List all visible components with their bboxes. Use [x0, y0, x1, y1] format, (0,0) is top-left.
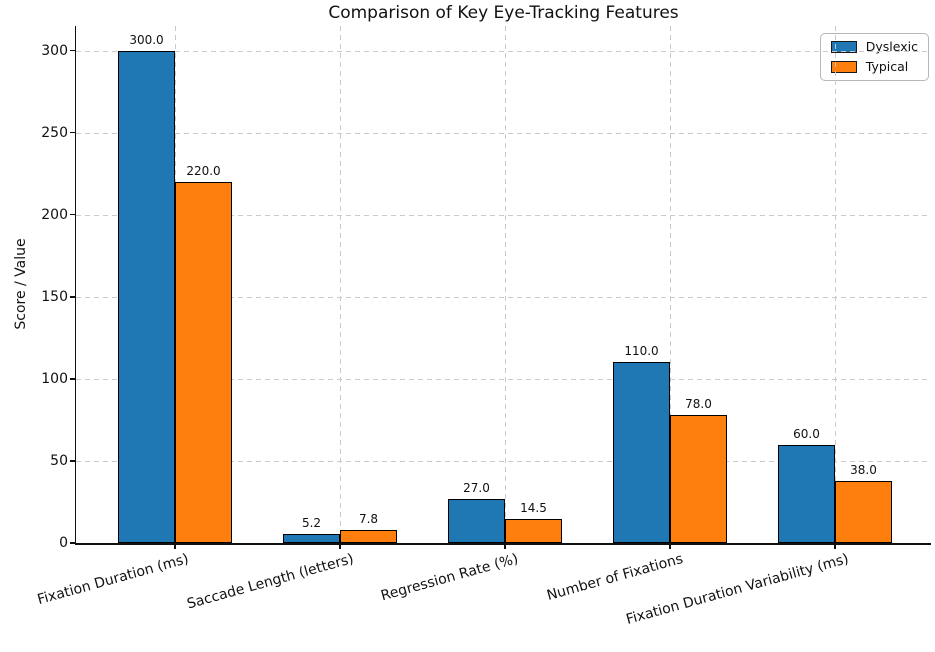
- bar-dyslexic-0: [118, 50, 175, 543]
- bar-value-label: 110.0: [624, 344, 659, 359]
- legend-label: Dyslexic: [865, 39, 918, 54]
- bar-value-label: 7.8: [358, 512, 379, 527]
- bar-value-label: 27.0: [463, 480, 490, 495]
- gridline-horizontal: [76, 132, 931, 134]
- legend-label: Typical: [865, 59, 909, 74]
- bar-typical-3: [670, 414, 727, 543]
- legend-swatch-typical: [830, 61, 857, 73]
- gridline-vertical: [670, 26, 671, 543]
- y-axis-spine: [75, 26, 77, 545]
- bar-dyslexic-2: [448, 498, 505, 543]
- gridline-horizontal: [76, 50, 931, 52]
- y-tick-mark: [70, 131, 76, 134]
- gridline-horizontal: [76, 378, 931, 380]
- bar-typical-1: [340, 530, 397, 543]
- gridline-horizontal: [76, 214, 931, 216]
- x-tick-label: Fixation Duration (ms): [35, 551, 191, 609]
- x-tick-mark: [174, 543, 176, 549]
- bar-dyslexic-1: [283, 534, 340, 543]
- bar-value-label: 300.0: [129, 32, 164, 47]
- x-tick-mark: [834, 543, 836, 549]
- x-tick-mark: [669, 543, 671, 549]
- bar-dyslexic-3: [613, 362, 670, 543]
- x-tick-label: Number of Fixations: [545, 551, 686, 604]
- y-tick-mark: [70, 49, 76, 52]
- y-tick-mark: [70, 296, 76, 298]
- y-tick-label: 150: [41, 288, 68, 305]
- y-tick-mark: [70, 214, 76, 216]
- y-tick-mark: [70, 542, 76, 544]
- x-tick-label: Regression Rate (%): [379, 551, 521, 605]
- gridline-horizontal: [76, 460, 931, 462]
- y-tick-label: 100: [41, 370, 68, 387]
- bar-dyslexic-4: [778, 444, 835, 543]
- gridline-horizontal: [76, 296, 931, 298]
- chart-title: Comparison of Key Eye-Tracking Features: [328, 3, 679, 23]
- y-tick-mark: [70, 378, 76, 380]
- bar-typical-2: [505, 519, 562, 543]
- y-tick-label: 50: [50, 452, 68, 469]
- y-tick-label: 0: [59, 535, 68, 551]
- legend: Dyslexic Typical: [819, 33, 929, 81]
- gridline-vertical: [835, 26, 836, 543]
- y-tick-label: 250: [41, 124, 68, 141]
- gridline-vertical: [505, 26, 506, 543]
- y-tick-label: 200: [41, 206, 68, 223]
- legend-item-typical: Typical: [830, 59, 918, 74]
- bar-typical-4: [835, 480, 892, 543]
- legend-item-dyslexic: Dyslexic: [830, 39, 918, 54]
- bar-value-label: 38.0: [850, 462, 877, 477]
- x-tick-mark: [504, 543, 506, 549]
- y-axis-label: Score / Value: [13, 238, 29, 330]
- gridline-vertical: [340, 26, 341, 543]
- bar-value-label: 220.0: [186, 163, 221, 178]
- legend-swatch-dyslexic: [830, 41, 857, 53]
- bar-value-label: 5.2: [301, 516, 322, 531]
- x-tick-label: Saccade Length (letters): [185, 551, 356, 613]
- bar-value-label: 14.5: [520, 501, 547, 516]
- y-tick-label: 300: [41, 42, 68, 59]
- y-tick-mark: [70, 460, 76, 462]
- bar-typical-0: [175, 181, 232, 543]
- x-tick-mark: [339, 543, 341, 549]
- x-axis-spine: [75, 543, 931, 545]
- bar-value-label: 60.0: [793, 426, 820, 441]
- bar-value-label: 78.0: [685, 396, 712, 411]
